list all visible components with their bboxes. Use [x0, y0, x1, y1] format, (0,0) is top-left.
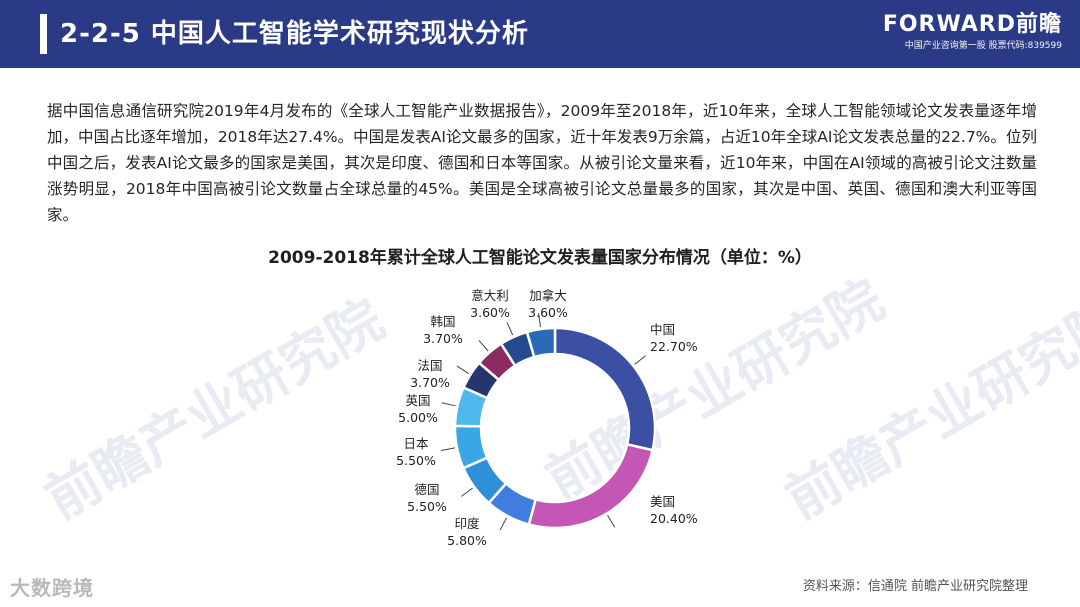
slice-label-value-2: 5.80%	[447, 533, 487, 548]
slice-label-value-1: 20.40%	[650, 511, 698, 526]
slice-label-name-9: 加拿大	[529, 288, 567, 303]
leader-line-1	[607, 515, 616, 528]
slice-label-name-4: 日本	[403, 436, 429, 451]
chart-title: 2009-2018年累计全球人工智能论文发表量国家分布情况（单位：%）	[268, 248, 812, 268]
slice-label-name-8: 意大利	[471, 288, 509, 303]
slice-label-name-7: 韩国	[430, 314, 455, 329]
leader-line-8	[506, 322, 514, 336]
slice-label-name-0: 中国	[650, 322, 675, 337]
header-accent-bar	[40, 14, 47, 54]
watermark-text: 前瞻产业研究院	[35, 288, 394, 532]
leader-line-4	[441, 447, 456, 452]
donut-slices	[453, 326, 657, 530]
slice-label-name-2: 印度	[454, 516, 480, 531]
slice-label-value-7: 3.70%	[423, 331, 463, 346]
slice-label-value-8: 3.60%	[470, 305, 510, 320]
slice-label-name-1: 美国	[650, 494, 675, 509]
page-title: 2-2-5 中国人工智能学术研究现状分析	[60, 19, 529, 49]
source-note: 资料来源：信通院 前瞻产业研究院整理	[802, 579, 1028, 594]
slice-label-value-9: 3.60%	[528, 305, 568, 320]
footer-logo: 大数跨境	[10, 576, 94, 600]
leader-line-2	[499, 517, 508, 531]
slice-9	[525, 326, 557, 359]
header-banner: 2-2-5 中国人工智能学术研究现状分析 FORWARD前瞻 中国产业咨询第一股…	[0, 0, 1080, 68]
leader-lines	[441, 313, 646, 531]
brand-name: FORWARD前瞻	[882, 12, 1062, 37]
slice-label-value-5: 5.00%	[398, 410, 438, 425]
brand-logo: FORWARD前瞻 中国产业咨询第一股 股票代码:839599	[842, 12, 1062, 52]
slice-label-name-5: 英国	[405, 393, 430, 408]
slice-label-value-6: 3.70%	[410, 375, 450, 390]
leader-line-6	[456, 365, 470, 374]
slice-labels: 中国 22.70% 美国 20.40% 印度 5.80% 德国 5.50% 日本 5.50% 英国 5…	[396, 288, 698, 548]
brand-tagline: 中国产业咨询第一股 股票代码:839599	[904, 41, 1062, 51]
leader-line-3	[460, 487, 473, 497]
leader-line-0	[634, 355, 646, 365]
slice-label-value-3: 5.50%	[407, 499, 447, 514]
slice-label-value-4: 5.50%	[396, 453, 436, 468]
leader-line-5	[441, 402, 456, 407]
slice-label-name-3: 德国	[414, 482, 439, 497]
slice-label-value-0: 22.70%	[650, 339, 698, 354]
intro-paragraph: 据中国信息通信研究院2019年4月发布的《全球人工智能产业数据报告》，2009年…	[47, 102, 1037, 224]
slice-label-name-6: 法国	[417, 358, 442, 373]
leader-line-9	[538, 313, 542, 328]
leader-line-7	[478, 340, 489, 352]
